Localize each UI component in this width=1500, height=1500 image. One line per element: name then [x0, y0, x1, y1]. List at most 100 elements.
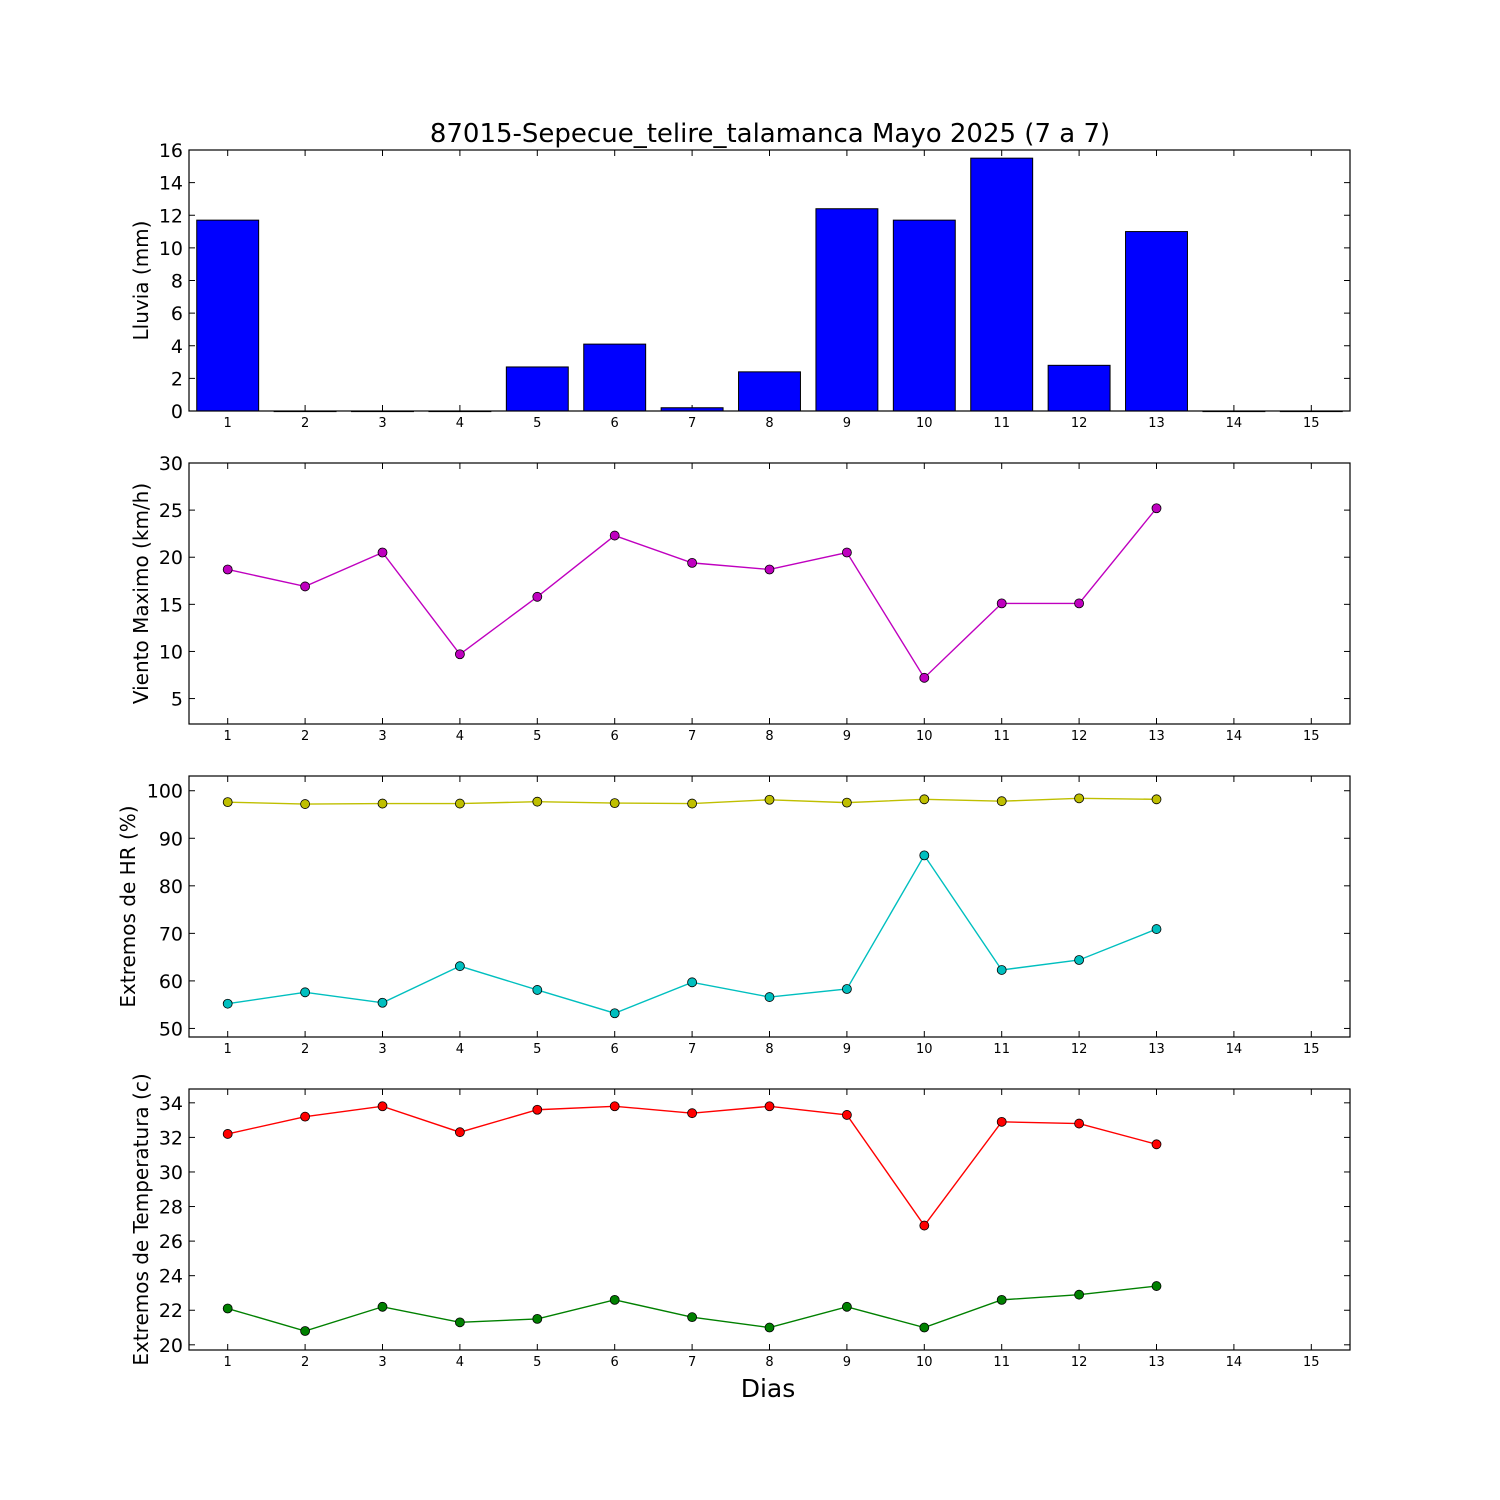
y-tick-label: 4 — [171, 336, 183, 358]
y-tick-label: 10 — [159, 641, 183, 663]
y-tick-label: 90 — [159, 828, 183, 850]
y-tick-label: 28 — [159, 1197, 183, 1219]
x-tick-label: 11 — [993, 729, 1010, 744]
data-point — [609, 1101, 620, 1112]
data-point — [919, 1220, 930, 1231]
data-point — [1074, 1118, 1084, 1129]
data-point — [300, 1326, 311, 1336]
x-tick-label: 15 — [1303, 1042, 1320, 1057]
x-tick-label: 14 — [1226, 729, 1243, 744]
x-tick-label: 13 — [1148, 729, 1165, 744]
plot-frame — [188, 149, 1351, 412]
y-tick-label: 100 — [147, 781, 183, 803]
x-tick-label: 8 — [765, 1042, 773, 1057]
data-point — [764, 992, 775, 1002]
plot-frame — [188, 775, 1351, 1038]
y-axis-label: Viento Maximo (km/h) — [129, 483, 153, 704]
data-point — [377, 1101, 388, 1112]
x-tick-label: 2 — [301, 1355, 309, 1370]
data-point — [764, 1101, 775, 1112]
y-tick-label: 50 — [159, 1018, 183, 1040]
y-tick-label: 30 — [159, 1162, 183, 1184]
y-tick-label: 5 — [171, 689, 183, 711]
x-tick-label: 4 — [456, 1042, 464, 1057]
y-tick-label: 20 — [159, 547, 183, 569]
data-point — [609, 798, 620, 808]
x-tick-label: 3 — [378, 416, 386, 431]
x-tick-label: 6 — [611, 729, 619, 744]
x-tick-label: 1 — [224, 729, 232, 744]
x-tick-label: 9 — [843, 1042, 851, 1057]
x-tick-label: 13 — [1148, 416, 1165, 431]
x-tick-label: 7 — [688, 416, 696, 431]
x-tick-label: 13 — [1148, 1042, 1165, 1057]
x-tick-label: 11 — [993, 1355, 1010, 1370]
y-tick-label: 15 — [159, 594, 183, 616]
x-tick-label: 3 — [378, 729, 386, 744]
data-point — [609, 530, 620, 541]
data-point — [996, 1116, 1007, 1127]
data-point — [1151, 503, 1162, 514]
data-point — [687, 977, 697, 988]
y-tick-label: 2 — [171, 368, 183, 390]
data-point — [377, 798, 388, 809]
x-tick-label: 3 — [378, 1355, 386, 1370]
y-tick-label: 14 — [159, 173, 183, 195]
data-point — [919, 672, 930, 683]
data-point — [1151, 1281, 1162, 1291]
x-tick-label: 1 — [224, 1042, 232, 1057]
x-tick-label: 15 — [1303, 729, 1320, 744]
data-point — [764, 794, 775, 805]
data-point — [222, 1129, 233, 1139]
x-tick-label: 10 — [916, 1355, 933, 1370]
data-point — [222, 1303, 233, 1314]
plot-frame — [188, 1088, 1351, 1351]
y-tick-label: 70 — [159, 923, 183, 945]
bar — [892, 219, 956, 412]
y-tick-label: 26 — [159, 1231, 183, 1253]
bar — [815, 208, 879, 412]
x-tick-label: 6 — [611, 1355, 619, 1370]
data-point — [919, 794, 930, 805]
x-tick-label: 4 — [456, 1355, 464, 1370]
data-point — [377, 1301, 388, 1312]
data-point — [996, 796, 1007, 807]
y-tick-label: 80 — [159, 876, 183, 898]
data-point — [609, 1008, 620, 1019]
bar — [970, 157, 1034, 412]
x-tick-label: 1 — [224, 416, 232, 431]
plot-frame — [188, 462, 1351, 725]
data-point — [300, 987, 311, 998]
y-tick-label: 0 — [171, 401, 183, 423]
x-tick-label: 11 — [993, 416, 1010, 431]
x-tick-label: 7 — [688, 1355, 696, 1370]
x-tick-label: 4 — [456, 416, 464, 431]
x-tick-label: 10 — [916, 416, 933, 431]
data-point — [842, 1301, 852, 1312]
data-point — [996, 1294, 1007, 1305]
y-tick-label: 8 — [171, 271, 183, 293]
data-point — [300, 581, 311, 592]
x-tick-label: 6 — [611, 1042, 619, 1057]
data-point — [1074, 1289, 1084, 1300]
data-point — [454, 961, 465, 972]
data-point — [687, 1108, 697, 1119]
x-tick-label: 9 — [843, 416, 851, 431]
x-tick-label: 10 — [916, 1042, 933, 1057]
data-point — [532, 1104, 543, 1115]
x-tick-label: 12 — [1071, 1042, 1088, 1057]
x-tick-label: 6 — [611, 416, 619, 431]
x-tick-label: 10 — [916, 729, 933, 744]
data-point — [300, 799, 311, 809]
data-point — [1151, 924, 1162, 934]
data-point — [377, 997, 388, 1008]
y-tick-label: 24 — [159, 1266, 183, 1288]
data-point — [1074, 955, 1084, 965]
x-tick-label: 15 — [1303, 416, 1320, 431]
chart-title: 87015-Sepecue_telire_talamanca Mayo 2025… — [430, 119, 1110, 149]
x-axis-label: Dias — [741, 1374, 796, 1403]
